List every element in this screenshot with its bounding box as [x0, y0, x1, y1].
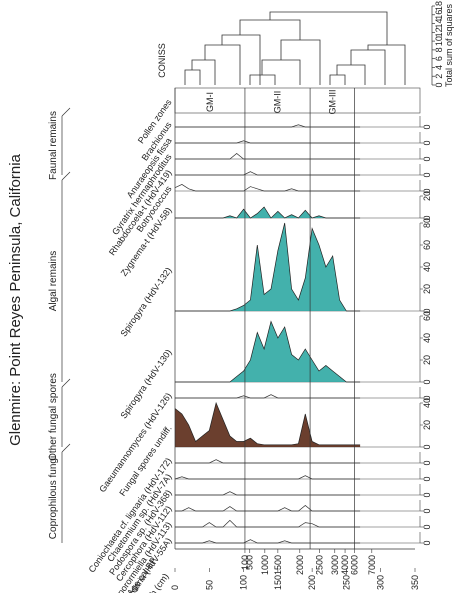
profile-line [174, 183, 361, 192]
coniss-tick-label: 4 [434, 65, 444, 70]
y-tick-label: 0 [422, 444, 432, 449]
y-tick-label: 0 [422, 172, 432, 177]
area [175, 321, 361, 382]
coniss-tick-label: 2 [434, 74, 444, 79]
profile-line [175, 206, 361, 219]
age-tick-label: 1500 [273, 555, 283, 575]
age-tick-label: 500 [245, 555, 255, 570]
x-tick-label: 350 [410, 575, 420, 590]
age-tick-label: 6000 [350, 555, 360, 575]
profile-line [175, 140, 361, 144]
y-tick-label: 20 [422, 284, 432, 294]
y-tick-label: 0 [422, 460, 432, 465]
zone-label: GM-II [273, 91, 283, 114]
group-label: Other fungal spores [48, 373, 59, 461]
y-tick-label: 0 [422, 379, 432, 384]
age-tick-label: 2500 [315, 555, 325, 575]
coniss-tick-label: 0 [434, 82, 444, 87]
x-tick-label: 50 [204, 580, 214, 590]
y-tick-label: 0 [422, 492, 432, 497]
area [175, 403, 361, 447]
coniss-tick-label: 8 [434, 47, 444, 52]
x-tick-label: 150 [273, 575, 283, 590]
group-bracket [61, 107, 71, 117]
age-tick-label: 1000 [260, 555, 270, 575]
x-tick-label: 250 [341, 575, 351, 590]
profile-line [175, 153, 361, 160]
y-tick-label: 0 [422, 508, 432, 513]
coniss-tick-label: 16 [434, 10, 444, 20]
zone-label: GM-I [205, 92, 215, 112]
profile-line [175, 171, 361, 176]
dendrogram [184, 11, 406, 85]
y-tick-label: 0 [422, 140, 432, 145]
age-tick-label: 2000 [295, 555, 305, 575]
y-tick-label: 0 [422, 215, 432, 220]
profile-line [175, 505, 361, 512]
profile-line [174, 401, 361, 446]
age-tick-label: 4000 [340, 555, 350, 575]
coniss-label: CONISS [157, 43, 167, 78]
group-bracket [61, 378, 71, 388]
age-tick-label: 3000 [330, 555, 340, 575]
y-tick-label: 0 [422, 540, 432, 545]
profile-line [175, 222, 361, 312]
coniss-tick-label: 10 [434, 36, 444, 46]
y-tick-label: 40 [422, 333, 432, 343]
coniss-tick-label: 18 [434, 1, 444, 11]
profile-line [175, 394, 361, 399]
coniss-axis-label: Total sum of squares [444, 3, 454, 87]
profile-line [175, 459, 361, 464]
profile-line [175, 491, 361, 496]
group-label: Coprophilous fungi [48, 456, 59, 539]
profile-line [174, 475, 361, 480]
group-bracket [61, 443, 71, 453]
x-tick-label: 100 [239, 575, 249, 590]
y-tick-label: 20 [422, 355, 432, 365]
area [175, 207, 361, 218]
y-tick-label: 0 [422, 308, 432, 313]
group-label: Algal remains [48, 251, 59, 312]
profile-line [175, 124, 361, 128]
area [175, 223, 361, 311]
coniss-tick-label: 6 [434, 56, 444, 61]
x-tick-label: 200 [307, 575, 317, 590]
coniss-tick-label: 12 [434, 27, 444, 37]
age-tick-label: 7000 [367, 555, 377, 575]
group-label: Faunal remains [48, 111, 59, 180]
y-tick-label: 0 [422, 156, 432, 161]
chart-title: Glenmire: Point Reyes Peninsula, Califor… [7, 153, 24, 445]
y-tick-label: 60 [422, 311, 432, 321]
y-tick-label: 40 [422, 262, 432, 272]
coniss-tick-label: 14 [434, 19, 444, 29]
y-tick-label: 20 [422, 420, 432, 430]
profile-line [175, 519, 361, 528]
y-tick-label: 80 [422, 218, 432, 228]
y-tick-label: 0 [422, 476, 432, 481]
age-tick-label: 100 [240, 555, 250, 570]
profile-line [175, 320, 361, 383]
y-tick-label: 40 [422, 398, 432, 408]
y-tick-label: 20 [422, 191, 432, 201]
y-tick-label: 0 [422, 524, 432, 529]
profile-line [175, 539, 361, 544]
y-tick-label: 0 [422, 188, 432, 193]
series-label: Spirogyra (HdV-130) [118, 347, 173, 420]
y-tick-label: 0 [422, 395, 432, 400]
zone-label: GM-III [327, 90, 337, 115]
y-tick-label: 0 [422, 124, 432, 129]
x-tick-label: 300 [376, 575, 386, 590]
x-tick-label: 0 [170, 585, 180, 590]
group-bracket [61, 171, 71, 181]
y-tick-label: 60 [422, 240, 432, 250]
